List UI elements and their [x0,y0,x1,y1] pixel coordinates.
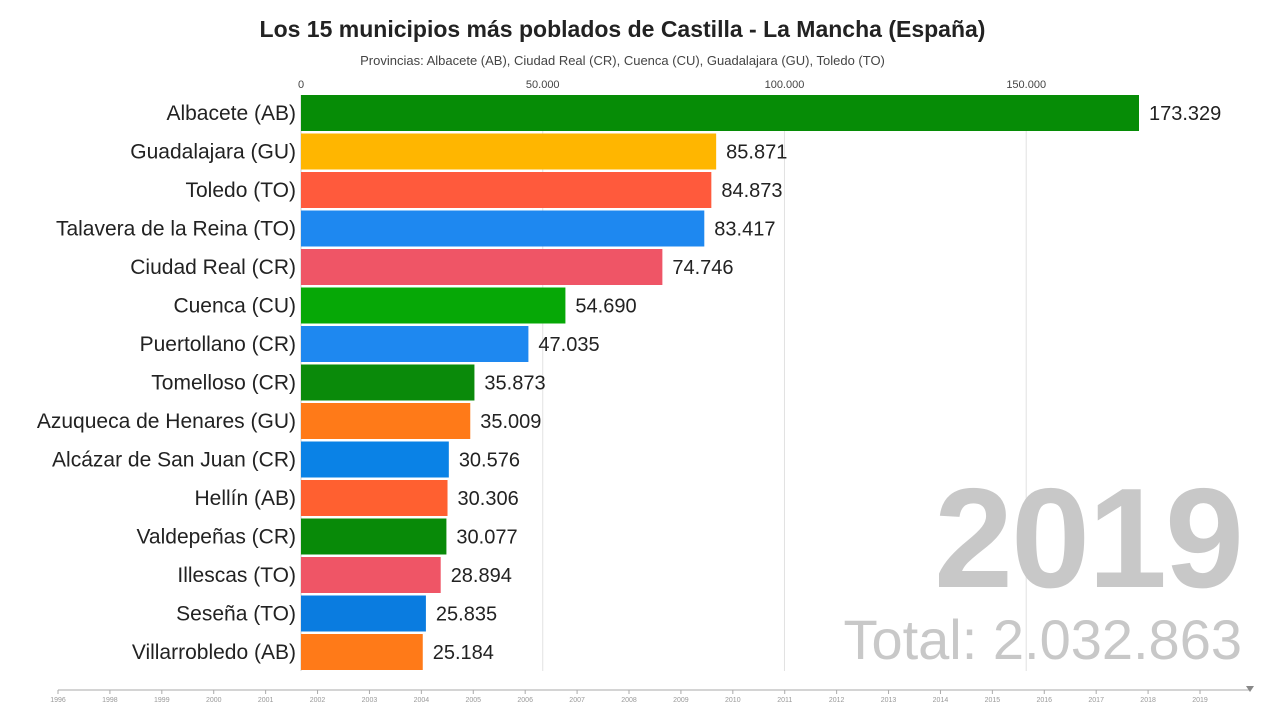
category-label: Puertollano (CR) [140,333,296,356]
value-label: 28.894 [451,565,512,587]
category-label: Cuenca (CU) [173,295,296,318]
category-label: Tomelloso (CR) [151,372,296,395]
value-label: 83.417 [714,219,775,241]
category-label: Albacete (AB) [166,102,296,125]
category-label: Toledo (TO) [186,179,297,202]
bar [301,287,566,324]
timeline-year-label: 2017 [1088,697,1104,704]
x-tick-label: 100.000 [765,79,805,91]
bar [301,364,475,401]
timeline-year-label: 2010 [725,697,741,704]
x-tick-label: 50.000 [526,79,560,91]
timeline-year-label: 2001 [258,697,274,704]
value-label: 74.746 [672,257,733,279]
category-label: Guadalajara (GU) [130,141,296,164]
category-label: Hellín (AB) [194,487,296,510]
timeline-marker-icon[interactable] [1246,686,1254,692]
timeline-year-label: 2012 [829,697,845,704]
timeline-year-label: 2019 [1192,697,1208,704]
bar [301,480,448,516]
bar [301,441,449,478]
x-tick-label: 0 [298,79,304,91]
timeline-year-label: 2016 [1036,697,1052,704]
timeline-year-label: 2004 [414,697,430,704]
value-label: 30.077 [456,527,517,549]
value-label: 25.835 [436,604,497,626]
timeline-year-label: 2014 [933,697,949,704]
category-label: Valdepeñas (CR) [136,526,296,549]
category-label: Seseña (TO) [176,603,296,626]
value-label: 35.009 [480,411,541,433]
bar [301,403,471,439]
timeline-year-label: 2009 [673,697,689,704]
timeline-year-label: 1999 [154,697,170,704]
bar [301,249,663,285]
value-label: 30.576 [459,450,520,472]
category-label: Azuqueca de Henares (GU) [37,410,296,433]
bar [301,557,441,593]
category-label: Ciudad Real (CR) [130,256,296,279]
value-label: 35.873 [484,373,545,395]
timeline-year-label: 2005 [465,697,481,704]
timeline-year-label: 1996 [50,697,66,704]
value-label: 47.035 [538,334,599,356]
category-label: Illescas (TO) [177,564,296,587]
value-label: 173.329 [1149,103,1221,125]
timeline-year-label: 2006 [517,697,533,704]
timeline-year-label: 2015 [985,697,1001,704]
x-tick-label: 150.000 [1006,79,1046,91]
total-population-label: Total: 2.032.863 [843,608,1242,671]
category-label: Talavera de la Reina (TO) [56,218,296,241]
timeline-year-label: 2011 [777,697,792,704]
bar [301,634,423,670]
timeline-year-label: 2002 [310,697,326,704]
bar [301,595,426,632]
current-year-label: 2019 [934,459,1244,618]
bar [301,518,447,555]
category-label: Alcázar de San Juan (CR) [52,449,296,472]
category-label: Villarrobledo (AB) [132,641,296,664]
bar [301,326,529,362]
bar [301,172,712,208]
timeline-year-label: 2003 [362,697,378,704]
timeline-year-label: 2007 [569,697,585,704]
bar [301,95,1139,131]
timeline-year-label: 2013 [881,697,897,704]
value-label: 30.306 [458,488,519,510]
chart-title: Los 15 municipios más poblados de Castil… [259,16,986,42]
timeline-year-label: 1998 [102,697,118,704]
timeline-year-label: 2000 [206,697,222,704]
bar [301,133,717,170]
value-label: 25.184 [433,642,494,664]
bar [301,210,705,247]
timeline-year-label: 2018 [1140,697,1156,704]
value-label: 84.873 [721,180,782,202]
value-label: 85.871 [726,142,787,164]
chart-subtitle: Provincias: Albacete (AB), Ciudad Real (… [360,53,885,68]
timeline-year-label: 2008 [621,697,637,704]
value-label: 54.690 [575,296,636,318]
